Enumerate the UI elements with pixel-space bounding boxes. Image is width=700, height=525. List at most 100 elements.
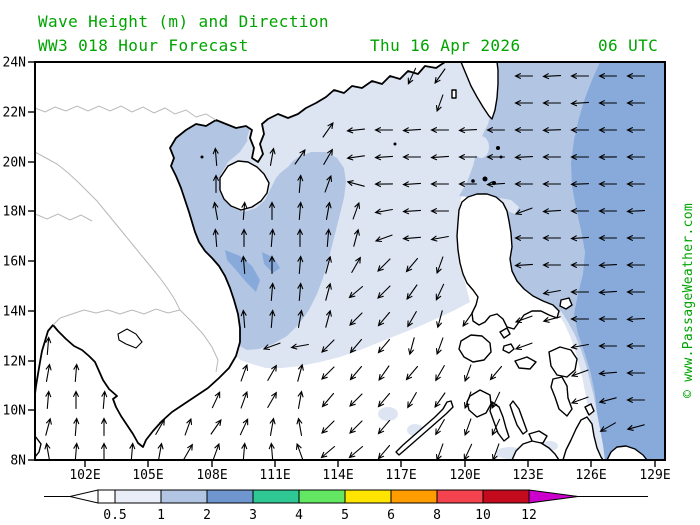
wave-direction-arrow [240,363,249,382]
island-penghu [451,89,457,99]
wave-direction-arrow [321,420,335,434]
land-samar [548,346,578,378]
lat-label: 10N [3,404,26,419]
wave-direction-arrow [269,282,276,302]
wave-direction-arrow [349,312,363,326]
legend-value-label: 1 [157,508,165,523]
wave-direction-arrow [351,256,361,273]
wave-direction-arrow [73,363,80,383]
wave-direction-arrow [514,154,534,161]
lat-label: 24N [3,56,26,71]
wave-direction-arrow [241,442,248,460]
wave-direction-arrow [626,208,646,215]
wave-direction-arrow [297,201,304,221]
shade-dark-coastal-patch2 [262,252,280,273]
wave-direction-arrow [570,343,589,350]
wave-direction-arrow [514,262,534,269]
wave-direction-arrow [626,397,646,403]
island-babuyan3 [471,179,475,183]
wave-direction-arrow [377,392,391,408]
wave-direction-arrow [598,100,618,106]
wave-direction-arrow [430,181,450,187]
wave-direction-arrow [267,391,277,408]
wave-direction-arrow [45,336,52,356]
wave-direction-arrow [377,285,391,299]
wave-direction-arrow [599,422,616,432]
wave-direction-arrow [598,370,618,377]
wave-direction-arrow [514,127,534,133]
wave-direction-arrow [598,343,618,349]
wave-direction-arrow [430,208,450,214]
wave-direction-arrow [570,316,590,322]
wave-direction-arrow [374,234,393,243]
lat-label: 18N [3,205,26,220]
wave-direction-arrow [325,255,332,274]
legend-value-label: 5 [341,508,349,523]
wave-direction-arrow [269,255,275,275]
wave-direction-arrow [290,343,309,350]
wave-direction-arrow [349,420,363,434]
wave-direction-arrow [430,127,450,133]
lon-label: 120E [449,468,480,483]
lon-label: 108E [196,468,227,483]
wave-direction-arrow [325,228,332,248]
land-leyte [550,376,573,417]
legend-segment [252,489,300,504]
wave-direction-arrow [486,181,506,188]
wave-direction-arrow [514,100,534,106]
wave-direction-arrow [408,337,415,356]
wave-direction-arrow [626,343,646,349]
wave-direction-arrow [402,127,422,134]
wave-direction-arrow [213,174,219,194]
lat-label: 8N [10,454,26,469]
wave-direction-arrow [211,391,221,409]
wave-direction-arrow [570,127,590,133]
legend-segment [160,489,208,504]
wave-direction-arrow [458,181,478,187]
wave-direction-arrow [626,73,646,79]
border-cambodia-north [52,308,181,326]
lat-label: 22N [3,106,26,121]
legend-value-label: 2 [203,508,211,523]
wave-direction-arrow [598,73,618,79]
wave-direction-arrow [402,235,422,242]
wave-direction-arrow [570,100,590,107]
wave-direction-arrow [598,289,618,296]
wave-direction-arrow [240,309,247,329]
lon-label: 126E [575,468,606,483]
wave-direction-arrow [73,417,80,437]
wave-direction-arrow [294,148,306,165]
border-thailand-laos [35,213,93,222]
landmasses [35,62,648,460]
wave-direction-arrow [402,208,422,215]
wave-direction-arrow [183,443,193,460]
legend-segment [206,489,254,504]
wave-direction-arrow [514,235,534,241]
page-title: Wave Height (m) and Direction [38,12,329,31]
legend-segment [114,489,162,504]
wave-direction-arrow [374,208,393,215]
wave-direction-arrow [184,417,193,436]
wave-direction-arrow [406,284,418,301]
land-negros [489,401,510,442]
wave-direction-arrow [45,363,52,382]
shade-light-sulu1 [378,407,398,421]
wave-direction-arrow [491,418,501,436]
wave-direction-arrow [598,154,618,161]
island-babuyan1 [482,176,488,182]
wave-direction-arrow [436,310,443,329]
wave-direction-arrow [514,181,534,187]
wave-direction-arrow [462,311,474,328]
wave-direction-arrow [626,424,645,431]
land-mindoro [458,334,492,363]
wave-direction-arrow [402,154,422,160]
wave-direction-arrow [405,257,419,273]
wave-direction-arrow [101,390,108,410]
wave-direction-arrow [570,73,590,79]
wave-direction-arrow [570,262,590,268]
wave-direction-arrow [402,181,422,188]
legend-value-label: 6 [387,508,395,523]
lat-label: 20N [3,156,26,171]
wave-direction-arrow [268,442,275,460]
wave-direction-arrow [297,255,304,275]
